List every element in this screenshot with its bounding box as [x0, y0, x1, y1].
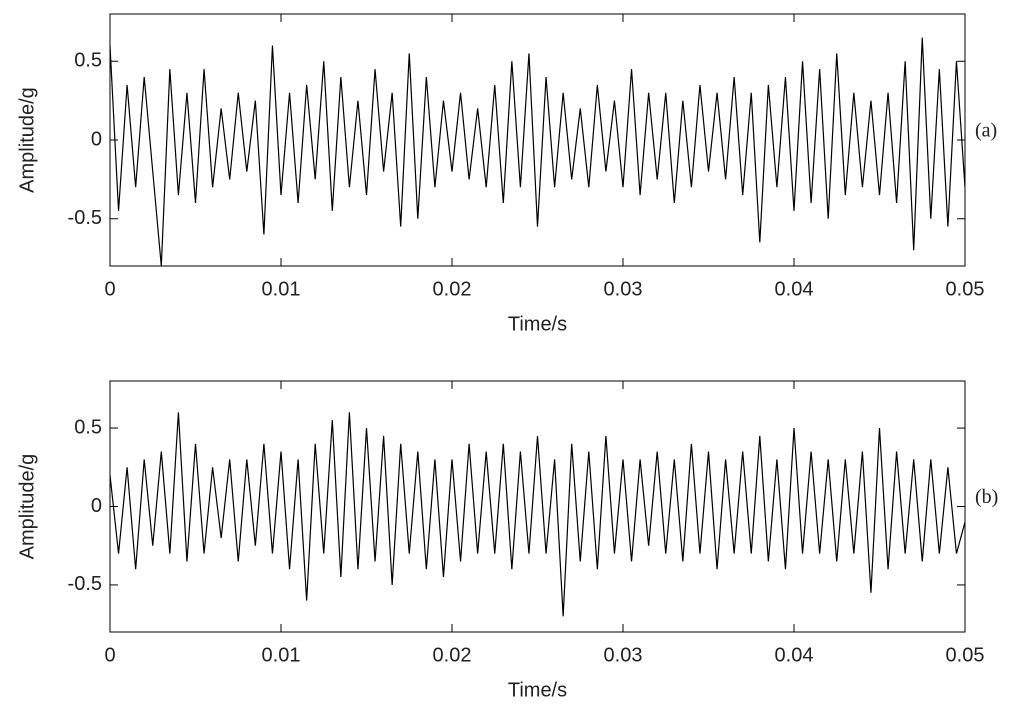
- x-tick-label: 0.02: [433, 644, 472, 666]
- panel-annotation: (a): [975, 120, 997, 142]
- x-tick-label: 0.04: [775, 644, 814, 666]
- x-tick-label: 0.01: [262, 278, 301, 300]
- y-tick-label: 0.5: [74, 416, 102, 438]
- signal-line: [110, 412, 965, 617]
- panel-annotation: (b): [975, 486, 998, 508]
- y-tick-label: -0.5: [68, 573, 102, 595]
- x-tick-label: 0.03: [604, 278, 643, 300]
- x-tick-label: 0.03: [604, 644, 643, 666]
- x-tick-label: 0.01: [262, 644, 301, 666]
- x-tick-label: 0.05: [946, 278, 985, 300]
- x-tick-label: 0.05: [946, 644, 985, 666]
- plot-frame: [109, 13, 966, 267]
- signal-line: [110, 37, 965, 266]
- x-tick-label: 0.04: [775, 278, 814, 300]
- y-tick-label: 0: [91, 128, 102, 150]
- y-tick-label: 0.5: [74, 50, 102, 72]
- x-tick-label: 0.02: [433, 278, 472, 300]
- plot-frame: [109, 380, 966, 633]
- x-axis-label: Time/s: [508, 679, 567, 701]
- y-tick-label: 0: [91, 495, 102, 517]
- y-axis-label: Amplitude/g: [16, 87, 38, 193]
- y-tick-label: -0.5: [68, 207, 102, 229]
- x-tick-label: 0: [104, 278, 115, 300]
- x-tick-label: 0: [104, 644, 115, 666]
- x-axis-label: Time/s: [508, 313, 567, 335]
- y-axis-label: Amplitude/g: [16, 454, 38, 560]
